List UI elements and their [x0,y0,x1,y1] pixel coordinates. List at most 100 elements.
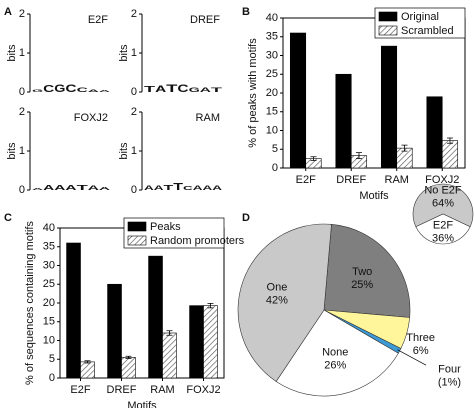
logo-letter: G [54,82,65,95]
error-bar [166,330,173,336]
logo-letter: A [154,185,166,192]
legend-swatch [378,25,398,36]
legend-swatch [127,235,147,246]
bar [335,73,352,169]
slice-value-label: 36% [432,232,454,244]
panel-label: B [242,6,250,18]
logo-letter: T [166,82,177,95]
y-axis-label: % of sequences containing motifs [24,221,36,385]
bar [148,255,163,379]
bar [426,96,443,169]
logo-letter: C [77,87,91,94]
error-bar [310,156,317,161]
bar [107,283,122,379]
logo-name: E2F [88,14,108,26]
x-tick-label: FOXJ2 [186,384,220,396]
x-tick-label: RAM [385,174,409,186]
x-tick-label: DREF [107,384,137,396]
logo-letter: C [183,185,193,192]
slice-label: Four [438,363,461,375]
x-tick-label: E2F [70,384,90,396]
logo-letter: A [99,186,112,191]
logo-letter: G [189,87,202,94]
logo-letter: A [144,185,156,192]
y-tick-label: 10 [266,124,278,136]
leader-line [397,349,427,366]
logo-letter: A [200,87,214,94]
slice-label: Three [406,332,435,344]
y-tick-label: 0 [49,372,55,384]
y-tick-label: 0 [131,86,137,98]
slice-value-label: 64% [432,198,454,210]
logo-letter: A [193,185,205,192]
slice-label: Two [352,266,372,278]
logo-name: RAM [196,112,220,124]
logo-name: FOXJ2 [74,112,108,124]
bar [80,361,95,379]
x-tick-label: E2F [296,174,316,186]
panel-label: C [4,212,12,224]
x-axis-label: Motifs [127,400,157,408]
y-axis-label: bits [6,142,18,160]
slice-value-label: 6% [413,345,429,357]
y-axis-label: bits [6,44,18,62]
slice-label: None [322,347,348,359]
slice-value-label: 26% [324,360,346,372]
logo-letter: T [211,87,223,94]
x-axis-label: Motifs [359,190,389,202]
logo-letter: C [43,82,56,95]
bar [121,357,136,379]
logo-letter: A [54,184,65,192]
x-tick-label: RAM [150,384,174,396]
error-bar [84,360,91,364]
y-tick-label: 2 [131,106,137,118]
y-tick-label: 25 [266,68,278,80]
slice-value-label: 25% [351,279,373,291]
logo-letter: T [164,184,176,192]
y-tick-label: 1 [19,145,25,157]
pie-slice [237,223,332,382]
logo-letter: T [77,185,91,193]
panel-label: A [4,6,12,18]
slice-label: One [267,281,288,293]
logo-letter: A [203,185,215,192]
bar [189,305,204,379]
logo-letter: A [65,184,76,192]
y-tick-label: 40 [43,222,55,234]
error-bar [401,144,408,152]
y-tick-label: 30 [266,49,278,61]
legend-label: Random promoters [150,235,245,247]
y-tick-label: 30 [43,259,55,271]
logo-letter: C [65,82,77,95]
y-tick-label: 0 [19,184,25,196]
y-tick-label: 35 [266,31,278,43]
y-tick-label: 10 [43,334,55,346]
x-tick-label: FOXJ2 [425,174,459,186]
y-tick-label: 15 [43,316,55,328]
bar [66,242,81,379]
logo-letter: A [32,188,45,192]
pie-slice [275,309,399,397]
y-axis-label: % of peaks with motifs [247,38,259,148]
logo-letter: A [88,185,102,192]
logo-letter: A [155,85,166,95]
y-tick-label: 35 [43,241,55,253]
logo-letter: A [212,185,224,192]
y-tick-label: 0 [272,162,278,174]
y-tick-label: 5 [272,143,278,155]
x-tick-label: DREF [336,174,366,186]
bar [380,45,398,169]
y-tick-label: 1 [19,47,25,59]
legend-swatch [378,11,398,22]
y-tick-label: 40 [266,12,278,24]
logo-letter: T [144,86,156,94]
legend-label: Scrambled [401,25,454,37]
bar [162,332,177,379]
y-tick-label: 25 [43,278,55,290]
y-tick-label: 1 [131,145,137,157]
logo-letter: A [43,184,54,192]
legend-label: Original [401,11,439,23]
y-tick-label: 1 [131,47,137,59]
y-tick-label: 0 [19,86,25,98]
